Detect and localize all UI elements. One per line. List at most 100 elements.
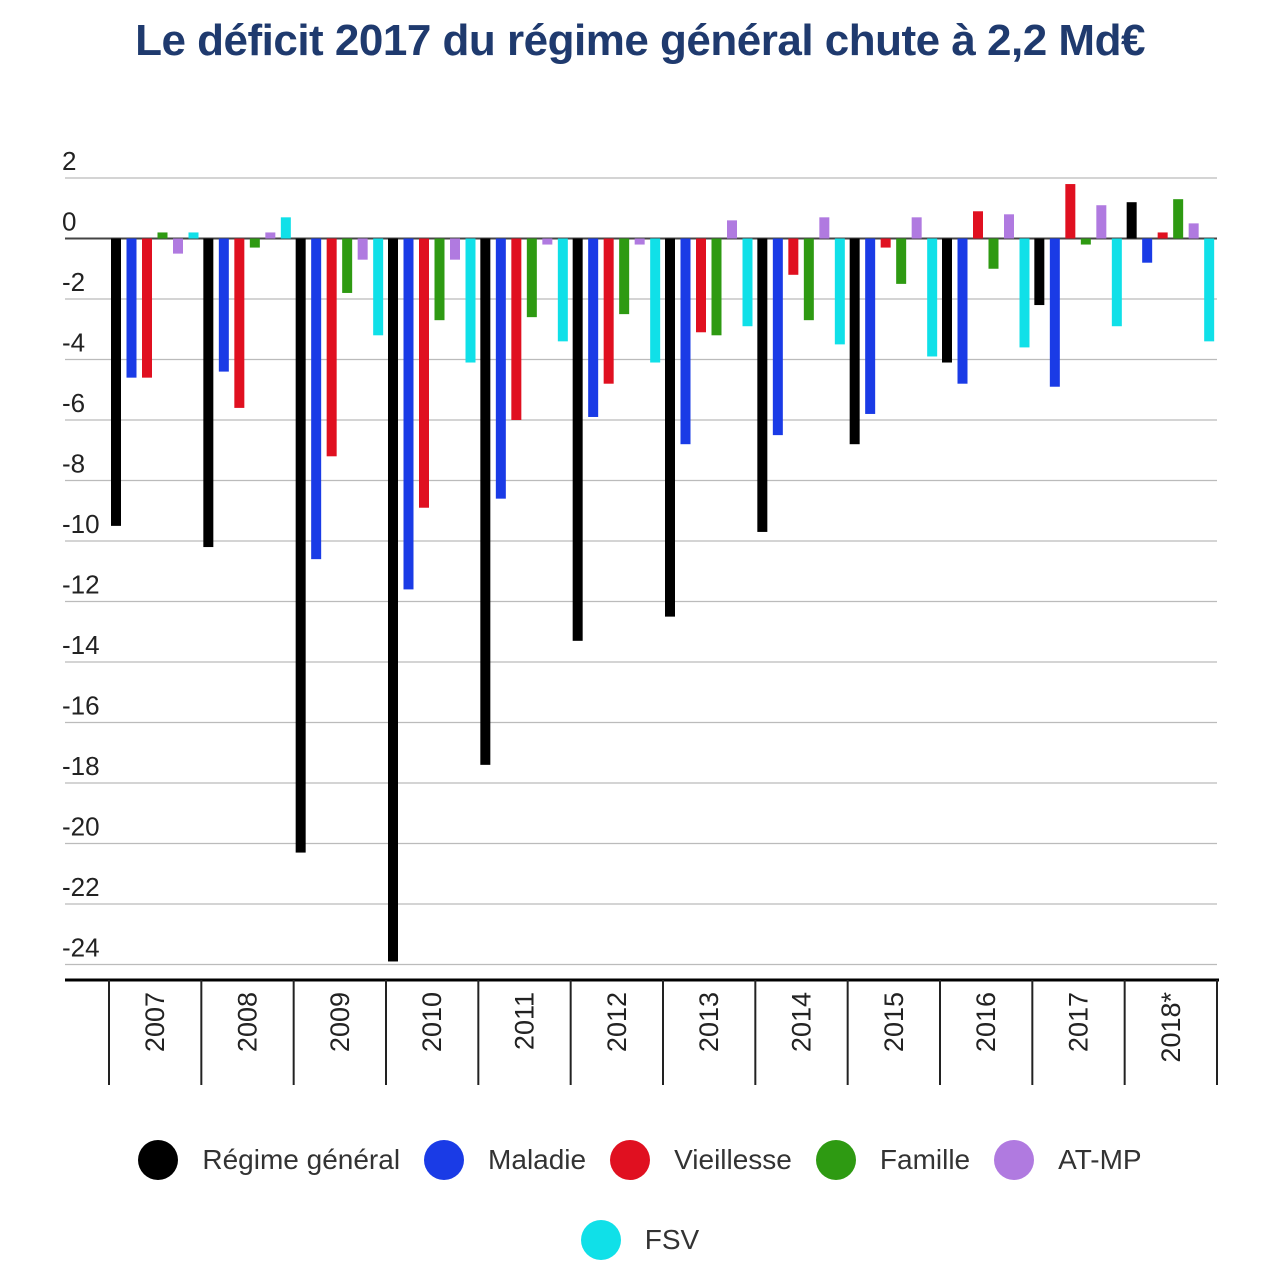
bar-at-mp-2009 — [357, 238, 368, 260]
bar-vieillesse-2010 — [419, 238, 429, 508]
bar-at-mp-2017 — [1096, 205, 1107, 239]
bar-r-gime-g-n-ral-2015 — [849, 238, 860, 445]
bar-maladie-2014 — [772, 238, 783, 436]
bar-fsv-2010 — [465, 238, 476, 363]
x-tick-label: 2015 — [879, 992, 909, 1052]
bar-at-mp-2008 — [265, 232, 276, 239]
bar-maladie-2013 — [680, 238, 691, 445]
x-tick-label: 2016 — [971, 992, 1001, 1052]
legend-swatch — [994, 1140, 1035, 1180]
legend-item: Vieillesse — [610, 1140, 792, 1180]
bar-vieillesse-2007 — [142, 238, 152, 378]
bar-vieillesse-2017 — [1065, 184, 1076, 239]
bar-vieillesse-2009 — [326, 238, 337, 457]
bar-r-gime-g-n-ral-2008 — [203, 238, 214, 548]
x-axis: 2007 2008 2009 2010 2011 2012 2013 2014 2015 2016… — [65, 978, 1219, 1085]
legend-item: FSV — [580, 1220, 700, 1260]
bar-r-gime-g-n-ral-2007 — [111, 238, 121, 526]
legend-label: Maladie — [488, 1144, 587, 1175]
bar-r-gime-g-n-ral-2016 — [942, 238, 952, 363]
bar-famille-2012 — [619, 238, 630, 315]
legend-label: FSV — [644, 1224, 700, 1255]
bar-maladie-2007 — [126, 238, 137, 378]
x-tick-label: 2012 — [602, 992, 632, 1052]
legend-label: AT-MP — [1058, 1144, 1142, 1175]
bar-at-mp-2007 — [173, 238, 183, 254]
bar-fsv-2015 — [927, 238, 938, 357]
bar-at-mp-2018 — [1188, 223, 1199, 239]
y-tick-label: -4 — [62, 328, 85, 358]
y-tick-label: -14 — [62, 630, 100, 660]
legend-swatch — [610, 1140, 651, 1180]
bar-r-gime-g-n-ral-2014 — [757, 238, 768, 532]
y-tick-label: -18 — [62, 751, 100, 781]
bar-maladie-2009 — [311, 238, 322, 560]
legend-item: AT-MP — [994, 1140, 1142, 1180]
y-tick-label: -24 — [62, 933, 100, 963]
bar-vieillesse-2008 — [234, 238, 245, 408]
x-tick-label: 2017 — [1064, 992, 1094, 1052]
bar-famille-2008 — [249, 238, 260, 248]
bar-r-gime-g-n-ral-2011 — [480, 238, 491, 765]
bar-maladie-2011 — [495, 238, 506, 499]
legend-row-2: FSV — [0, 1220, 1280, 1260]
bar-fsv-2013 — [742, 238, 753, 327]
bar-fsv-2007 — [188, 232, 199, 239]
bars — [111, 184, 1215, 962]
bar-vieillesse-2015 — [880, 238, 891, 248]
bar-fsv-2016 — [1019, 238, 1030, 348]
bar-at-mp-2013 — [727, 220, 737, 239]
legend: Régime général Maladie Vieillesse Famille AT… — [0, 1140, 1280, 1180]
x-tick-label: 2014 — [787, 992, 817, 1052]
legend-swatch — [815, 1140, 856, 1180]
y-tick-label: -8 — [62, 449, 85, 479]
bar-fsv-2014 — [834, 238, 845, 345]
bar-at-mp-2010 — [450, 238, 460, 260]
bar-r-gime-g-n-ral-2018 — [1126, 202, 1137, 239]
bar-fsv-2012 — [650, 238, 661, 363]
bar-fsv-2009 — [373, 238, 384, 336]
x-tick-label: 2007 — [140, 992, 170, 1052]
y-tick-label: -16 — [62, 691, 100, 721]
y-tick-label: 2 — [62, 146, 76, 176]
y-tick-label: -12 — [62, 570, 100, 600]
x-tick-label: 2010 — [417, 992, 447, 1052]
bar-r-gime-g-n-ral-2012 — [572, 238, 583, 641]
chart-title: Le déficit 2017 du régime général chute … — [135, 16, 1145, 65]
bar-famille-2011 — [526, 238, 537, 318]
bar-fsv-2008 — [280, 217, 291, 239]
bar-vieillesse-2012 — [603, 238, 614, 384]
bar-famille-2018 — [1173, 199, 1184, 239]
bar-maladie-2018 — [1142, 238, 1153, 263]
x-tick-label: 2009 — [325, 992, 355, 1052]
x-tick-label: 2011 — [510, 992, 540, 1050]
y-tick-label: -2 — [62, 267, 85, 297]
bar-vieillesse-2018 — [1157, 232, 1168, 239]
bar-r-gime-g-n-ral-2009 — [295, 238, 306, 853]
bar-vieillesse-2014 — [788, 238, 799, 275]
legend-item: Maladie — [424, 1140, 586, 1180]
legend-item: Famille — [815, 1140, 971, 1180]
bar-r-gime-g-n-ral-2013 — [665, 238, 675, 617]
bar-at-mp-2016 — [1004, 214, 1014, 239]
legend-swatch — [138, 1140, 179, 1180]
bar-chart: 20-2-4-6-8-10-12-14-16-18-20-22-24 2007 2… — [62, 146, 1219, 1085]
y-tick-label: -22 — [62, 872, 100, 902]
bar-maladie-2016 — [957, 238, 968, 384]
y-axis-ticks: 2 0 -2 -4 -6 -8 -10 -12 -14 -16 -18 -20 -22 -24 — [62, 146, 100, 963]
bar-fsv-2011 — [557, 238, 568, 342]
y-tick-label: -20 — [62, 812, 100, 842]
bar-vieillesse-2011 — [511, 238, 522, 420]
bar-famille-2017 — [1080, 238, 1091, 245]
bar-r-gime-g-n-ral-2010 — [388, 238, 398, 962]
bar-vieillesse-2013 — [696, 238, 706, 333]
x-tick-label: 2013 — [694, 992, 724, 1052]
legend-label: Régime général — [202, 1144, 401, 1175]
bar-at-mp-2015 — [911, 217, 922, 239]
legend-label: Famille — [879, 1144, 971, 1175]
bar-fsv-2017 — [1111, 238, 1122, 327]
legend-label: Vieillesse — [674, 1144, 792, 1175]
y-tick-label: -10 — [62, 509, 100, 539]
x-tick-label: 2008 — [233, 992, 263, 1052]
x-tick-label: 2018* — [1156, 992, 1186, 1063]
